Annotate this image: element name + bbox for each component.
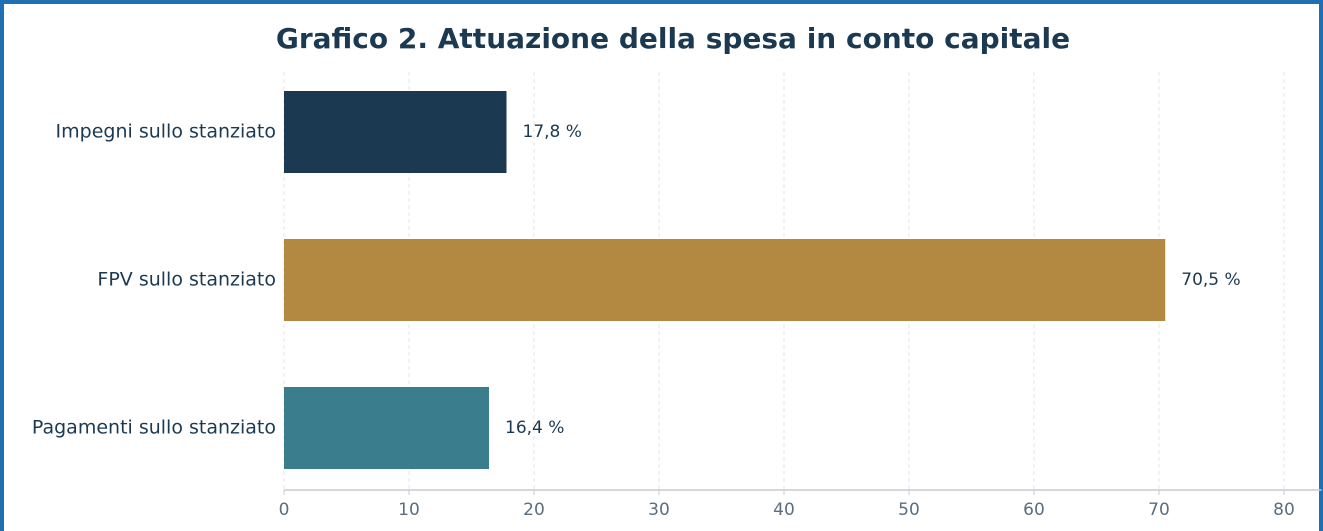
value-label: 17,8 % — [523, 122, 582, 142]
x-tick-label: 80 — [1273, 500, 1295, 520]
y-tick-label: FPV sullo stanziato — [97, 269, 276, 291]
bar — [284, 387, 489, 469]
x-tick-label: 10 — [398, 500, 420, 520]
chart-title: Grafico 2. Attuazione della spesa in con… — [276, 22, 1070, 55]
value-label: 16,4 % — [505, 418, 564, 438]
x-tick-label: 30 — [648, 500, 670, 520]
y-tick-label: Impegni sullo stanziato — [56, 121, 276, 143]
x-tick-label: 20 — [523, 500, 545, 520]
x-tick-label: 0 — [279, 500, 290, 520]
x-tick-label: 70 — [1148, 500, 1170, 520]
bar — [284, 239, 1166, 321]
bar — [284, 91, 507, 173]
x-tick-label: 40 — [773, 500, 795, 520]
x-tick-label: 50 — [898, 500, 920, 520]
y-tick-label: Pagamenti sullo stanziato — [32, 417, 276, 439]
value-label: 70,5 % — [1181, 270, 1240, 290]
x-tick-label: 60 — [1023, 500, 1045, 520]
